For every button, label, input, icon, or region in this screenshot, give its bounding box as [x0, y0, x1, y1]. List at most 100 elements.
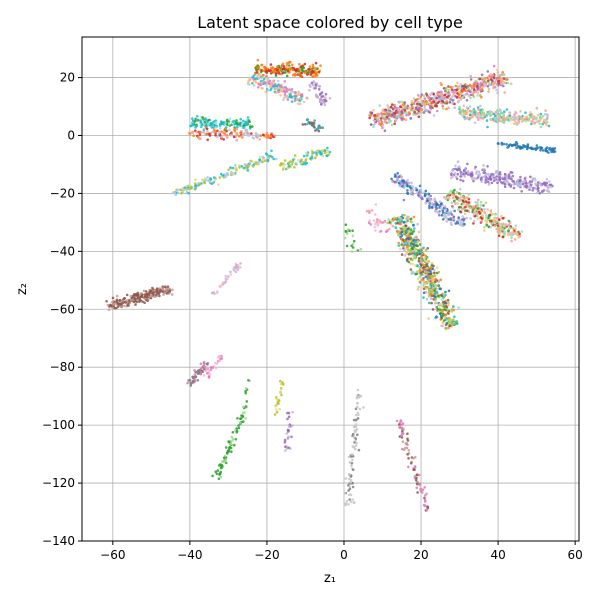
data-point	[412, 224, 415, 227]
data-point	[482, 82, 486, 86]
data-point	[220, 466, 223, 469]
data-point	[350, 250, 354, 253]
data-point	[420, 104, 423, 108]
data-point	[189, 186, 193, 190]
data-point	[409, 461, 413, 465]
data-point	[176, 191, 180, 195]
data-point	[415, 270, 419, 274]
data-point	[252, 74, 256, 77]
data-point	[194, 178, 197, 181]
x-tick-label: 40	[490, 548, 505, 562]
data-point	[400, 243, 404, 246]
data-point	[228, 445, 232, 449]
data-point	[381, 112, 385, 116]
data-point	[429, 297, 433, 300]
data-point	[235, 127, 239, 131]
data-point	[484, 219, 488, 222]
data-point	[187, 187, 191, 190]
data-point	[291, 68, 295, 72]
data-point	[487, 177, 490, 181]
data-point	[175, 188, 179, 192]
data-point	[379, 123, 383, 126]
data-point	[283, 93, 287, 96]
data-point	[520, 230, 524, 233]
data-point	[517, 121, 520, 125]
data-point	[373, 116, 377, 119]
data-point	[491, 213, 494, 216]
data-point	[271, 80, 275, 83]
data-point	[267, 69, 271, 72]
data-point	[146, 299, 149, 303]
data-point	[423, 109, 427, 112]
data-point	[238, 166, 241, 169]
data-point	[501, 71, 505, 74]
data-point	[390, 123, 394, 127]
data-point	[194, 186, 198, 190]
data-point	[356, 417, 360, 420]
data-point	[437, 310, 440, 313]
data-point	[304, 158, 308, 162]
data-point	[427, 273, 431, 276]
data-point	[503, 177, 507, 181]
data-point	[510, 233, 514, 237]
data-point	[496, 181, 499, 184]
data-point	[521, 115, 524, 118]
data-point	[546, 186, 550, 190]
data-point	[489, 117, 492, 121]
data-point	[134, 303, 137, 306]
data-point	[437, 284, 441, 287]
data-point	[423, 106, 426, 109]
data-point	[420, 93, 424, 96]
data-point	[428, 206, 431, 210]
data-point	[258, 158, 262, 161]
data-point	[447, 92, 450, 95]
data-point	[164, 285, 167, 289]
data-point	[381, 126, 384, 130]
data-point	[539, 146, 543, 150]
data-point	[478, 208, 482, 212]
data-point	[207, 376, 211, 379]
data-point	[442, 319, 446, 322]
data-point	[314, 61, 318, 65]
data-point	[171, 288, 174, 292]
data-point	[489, 225, 493, 229]
x-tick-label: 20	[413, 548, 428, 562]
data-point	[473, 210, 477, 214]
data-point	[300, 93, 304, 96]
data-point	[495, 110, 499, 114]
data-point	[480, 217, 484, 220]
data-point	[410, 184, 414, 188]
data-point	[498, 175, 501, 179]
data-point	[441, 321, 445, 325]
data-point	[305, 151, 308, 155]
data-point	[447, 304, 450, 307]
data-point	[492, 64, 496, 68]
data-point	[419, 490, 423, 493]
data-point	[444, 208, 448, 211]
data-point	[472, 179, 475, 183]
data-point	[477, 108, 481, 111]
data-point	[314, 67, 317, 70]
data-point	[184, 188, 188, 191]
data-point	[206, 130, 209, 133]
data-point	[434, 100, 438, 103]
data-point	[226, 277, 229, 281]
data-point	[519, 175, 522, 179]
data-point	[128, 298, 131, 302]
data-point	[472, 86, 475, 89]
data-point	[313, 69, 317, 72]
data-point	[372, 123, 375, 127]
x-tick-label: −40	[177, 548, 202, 562]
data-point	[412, 215, 416, 219]
data-point	[211, 474, 214, 478]
data-point	[536, 146, 539, 150]
data-point	[348, 487, 352, 491]
data-point	[414, 264, 417, 267]
data-point	[382, 116, 386, 120]
data-point	[439, 202, 443, 206]
data-point	[482, 77, 486, 81]
data-point	[216, 355, 220, 359]
data-point	[354, 413, 358, 417]
data-point	[105, 300, 108, 303]
data-point	[409, 249, 412, 253]
